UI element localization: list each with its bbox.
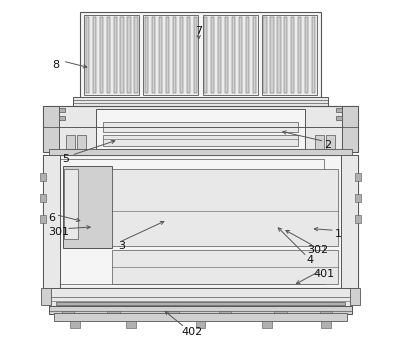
Bar (277, 17, 281, 93)
Bar (54, 152, 347, 157)
Bar (298, 17, 302, 93)
Bar (49, 149, 352, 155)
Text: 301: 301 (49, 227, 70, 237)
Bar (107, 311, 119, 314)
Bar (62, 311, 74, 314)
Bar (186, 17, 190, 93)
Bar (196, 321, 205, 328)
Bar (113, 17, 117, 93)
Bar (152, 17, 155, 93)
Bar (355, 194, 361, 202)
Bar (59, 108, 65, 112)
Bar (96, 109, 305, 149)
Bar (60, 159, 324, 284)
Bar (326, 135, 335, 149)
Bar (315, 135, 324, 149)
Bar (84, 15, 139, 95)
Bar (107, 17, 110, 93)
Bar (54, 313, 347, 321)
Bar (40, 173, 46, 181)
Bar (111, 169, 338, 246)
Bar (355, 215, 361, 223)
Bar (166, 311, 179, 314)
Bar (173, 17, 176, 93)
Bar (80, 12, 321, 98)
Text: 401: 401 (314, 269, 335, 279)
Bar (203, 15, 257, 95)
Bar (232, 17, 235, 93)
Bar (253, 17, 256, 93)
Bar (93, 17, 96, 93)
Text: 7: 7 (195, 27, 203, 36)
Bar (43, 106, 59, 152)
Bar (218, 17, 221, 93)
Bar (145, 17, 148, 93)
Bar (49, 306, 352, 314)
Bar (128, 17, 131, 93)
Text: 1: 1 (335, 229, 342, 239)
Bar (73, 97, 328, 106)
Text: 302: 302 (307, 245, 328, 254)
Text: 2: 2 (324, 140, 332, 150)
Bar (70, 321, 80, 328)
Bar (211, 17, 215, 93)
Bar (49, 288, 352, 307)
Bar (56, 302, 345, 305)
Bar (43, 106, 358, 152)
Bar (350, 288, 360, 305)
Bar (77, 135, 86, 149)
Bar (194, 17, 197, 93)
Bar (86, 17, 89, 93)
Bar (270, 17, 273, 93)
Bar (159, 17, 162, 93)
Bar (355, 173, 361, 181)
Bar (262, 15, 317, 95)
Bar (246, 17, 249, 93)
Bar (341, 155, 358, 288)
Bar (126, 321, 136, 328)
Text: 4: 4 (307, 255, 314, 265)
Bar (239, 17, 242, 93)
Bar (99, 17, 103, 93)
Bar (111, 250, 338, 284)
Bar (41, 288, 51, 305)
Bar (275, 311, 287, 314)
Bar (65, 169, 78, 239)
Text: 6: 6 (49, 213, 56, 223)
Bar (204, 17, 207, 93)
Bar (312, 17, 315, 93)
Bar (103, 122, 298, 132)
Bar (66, 135, 75, 149)
Bar (263, 17, 267, 93)
Bar (134, 17, 138, 93)
Bar (40, 194, 46, 202)
Bar (180, 17, 183, 93)
Bar (43, 155, 60, 288)
Bar (336, 108, 342, 112)
Bar (40, 215, 46, 223)
Bar (284, 17, 288, 93)
Bar (166, 17, 169, 93)
Bar (262, 321, 272, 328)
Bar (291, 17, 294, 93)
Text: 8: 8 (52, 60, 59, 69)
Bar (59, 116, 65, 120)
Bar (43, 155, 358, 288)
Bar (336, 116, 342, 120)
Bar (225, 17, 228, 93)
Text: 3: 3 (118, 241, 126, 251)
Text: 5: 5 (63, 154, 70, 164)
Bar (342, 106, 358, 152)
Bar (120, 17, 124, 93)
Bar (63, 166, 111, 248)
Bar (321, 321, 331, 328)
Bar (144, 15, 198, 95)
Bar (320, 311, 332, 314)
Bar (103, 135, 298, 146)
Bar (305, 17, 308, 93)
Text: 402: 402 (181, 327, 203, 337)
Bar (219, 311, 231, 314)
